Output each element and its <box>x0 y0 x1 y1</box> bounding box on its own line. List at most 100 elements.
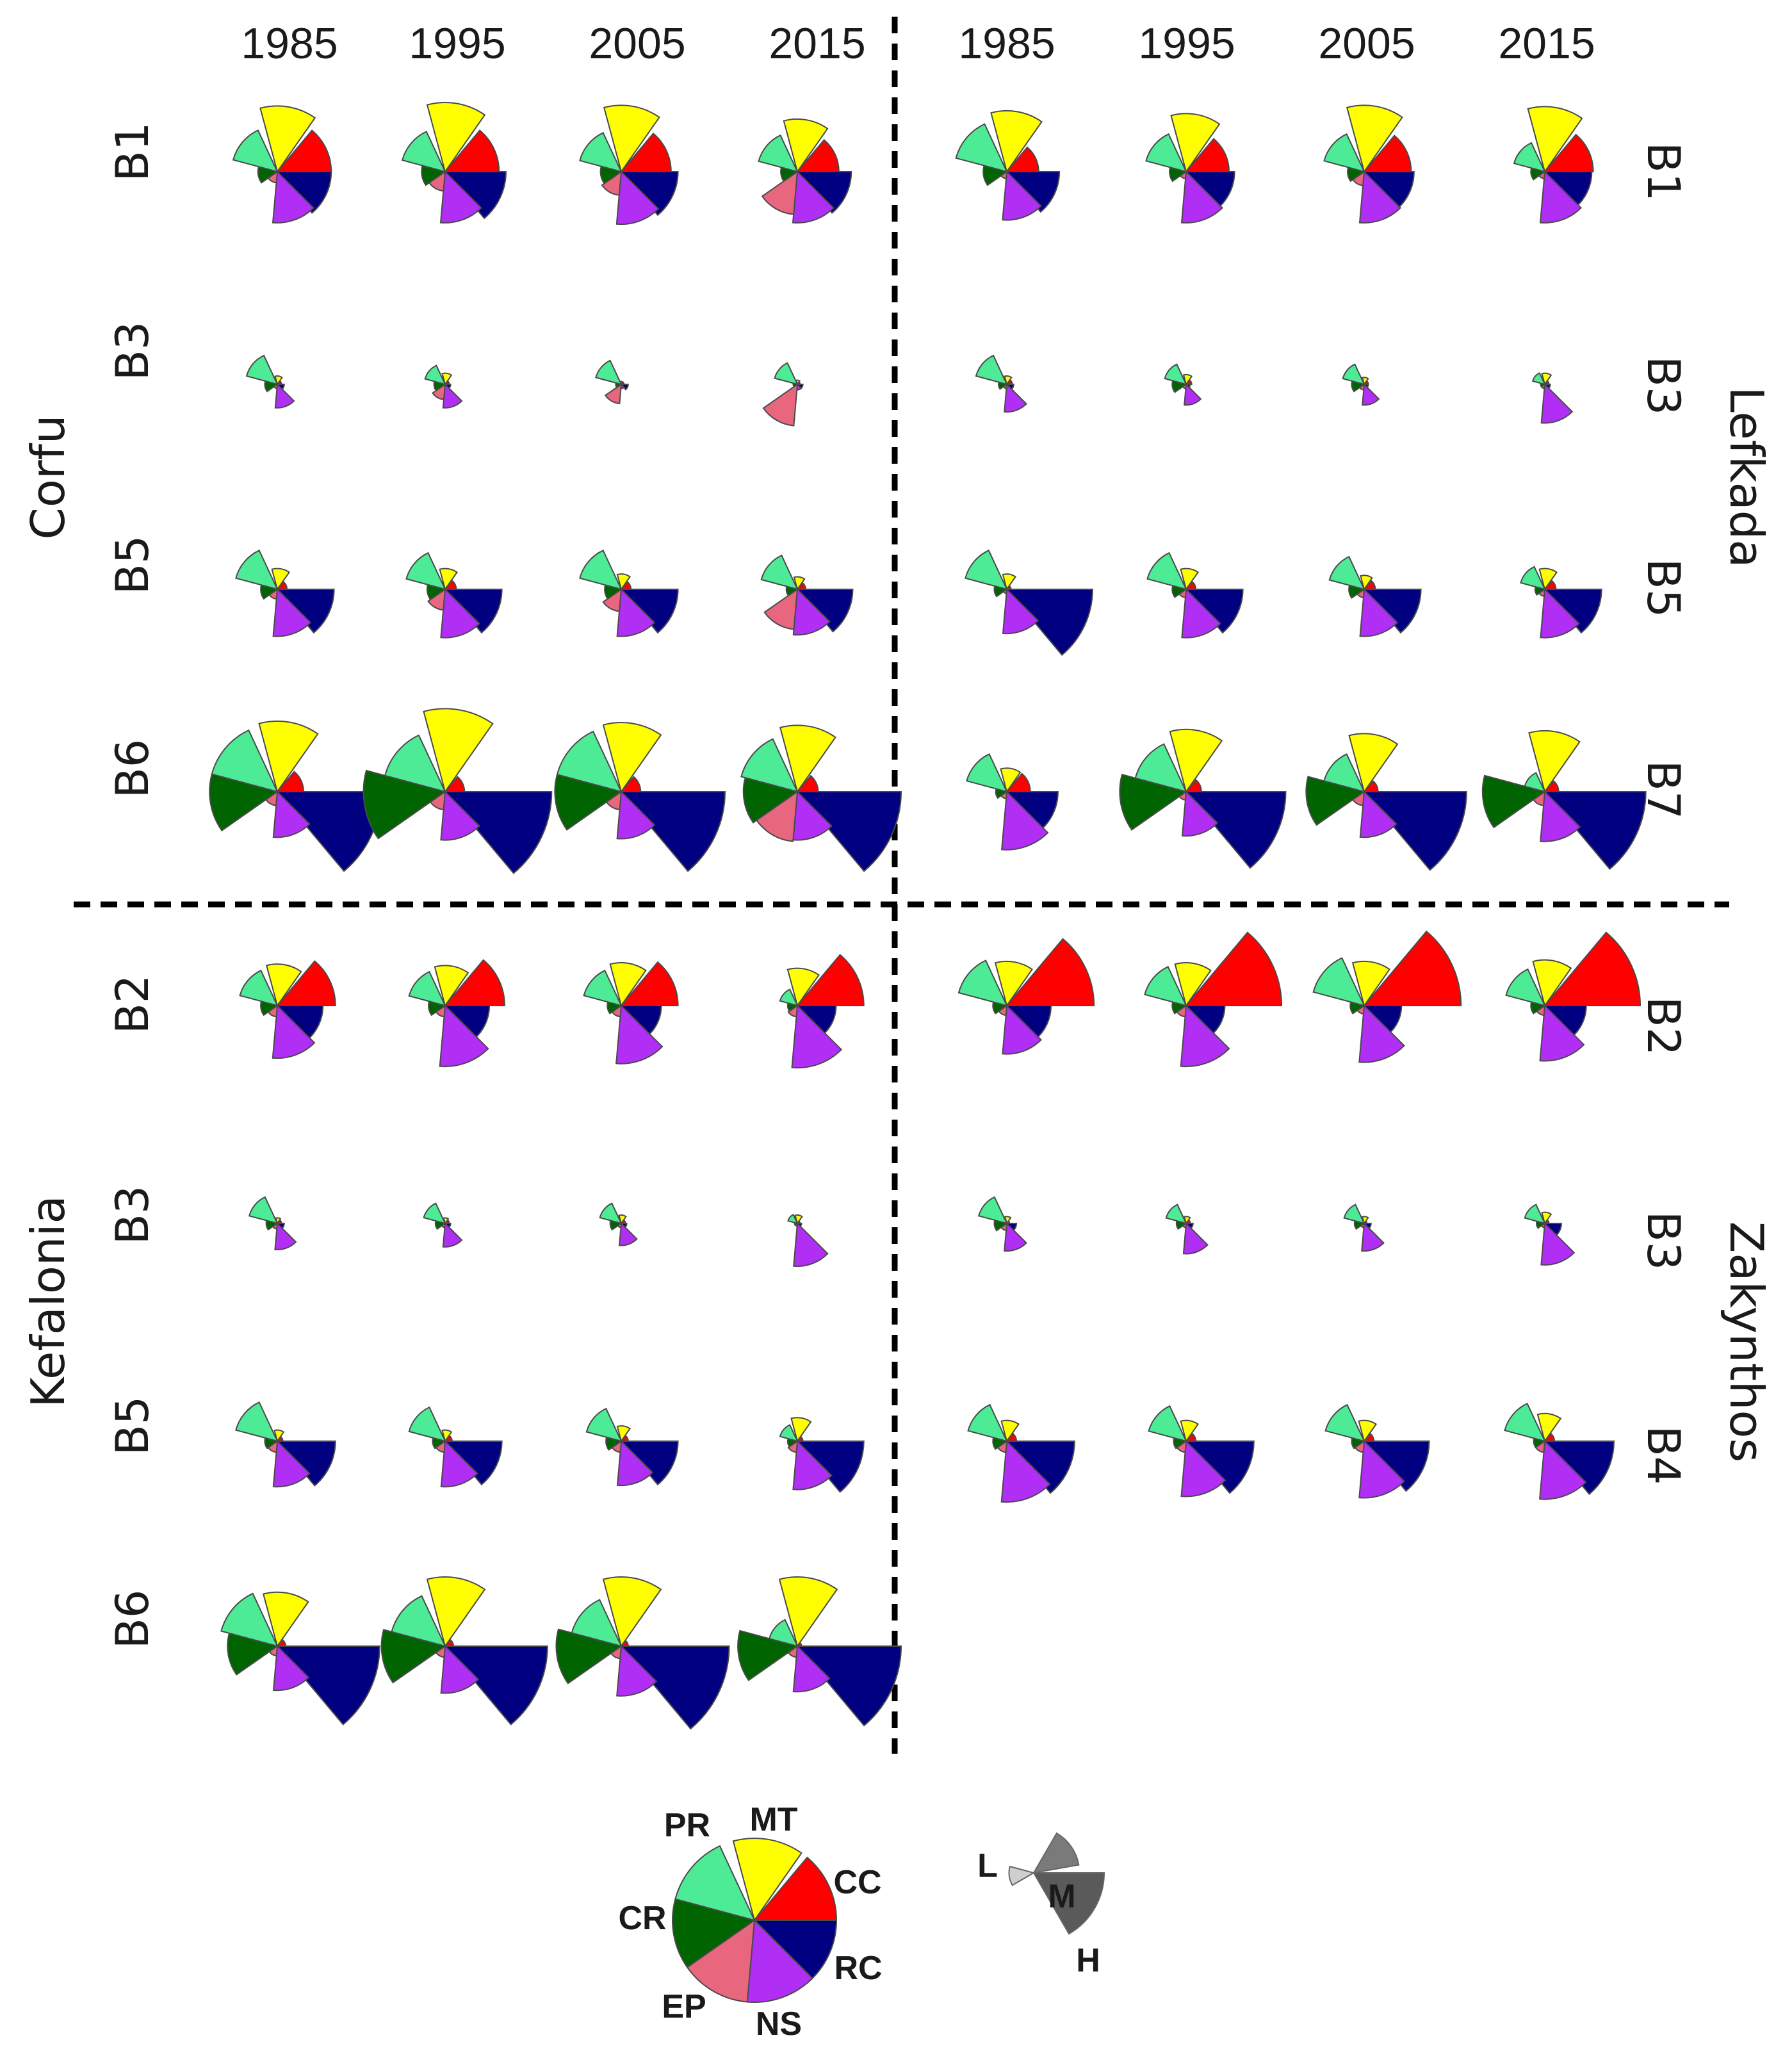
category-legend: MT CC RC NS EP CR PR <box>618 1801 882 2043</box>
petal-pr <box>760 554 799 591</box>
petal-mt <box>265 963 302 1008</box>
petal-mt <box>271 567 290 591</box>
petal-ep <box>755 790 799 842</box>
rose-lefkada-b1-2005 <box>1323 104 1415 224</box>
petal-pr <box>1312 957 1365 1007</box>
size-legend-wedges <box>1008 1832 1105 1935</box>
rose-corfu-b3-1985 <box>245 354 295 409</box>
petal-cc <box>275 960 336 1006</box>
petal-rc <box>619 589 679 634</box>
rose-kefalonia-b3-1995 <box>423 1202 463 1248</box>
petal-pr <box>408 970 446 1007</box>
petal-pr <box>967 1403 1008 1442</box>
petal-mt <box>423 708 494 794</box>
rose-lefkada-b3-2015 <box>1531 372 1574 424</box>
petal-mt <box>793 576 806 591</box>
petal-cr <box>554 773 623 831</box>
rose-corfu-b6-1995 <box>362 708 553 874</box>
petal-pr <box>758 134 799 173</box>
petal-cr <box>380 1629 447 1684</box>
petal-ns <box>1001 790 1049 851</box>
petal-mt <box>1528 730 1581 794</box>
petal-ns <box>274 1221 297 1251</box>
petal-rc <box>1543 1441 1615 1496</box>
petal-ns <box>442 382 463 409</box>
petal-ns <box>1539 170 1582 224</box>
petal-ns <box>1539 1004 1585 1062</box>
rose-kefalonia-b6-1985 <box>220 1591 380 1726</box>
petal-rc <box>1362 1441 1430 1492</box>
row-label-lefkada-b1: B1 <box>1637 142 1690 202</box>
petal-mt <box>1180 567 1199 591</box>
petal-mt <box>1000 767 1022 794</box>
petal-mt <box>1541 1211 1552 1225</box>
rose-lefkada-b3-1995 <box>1164 363 1202 406</box>
petal-cc <box>1543 133 1594 172</box>
year-header-right-1985: 1985 <box>958 19 1055 68</box>
petal-ns <box>1540 382 1574 424</box>
size-legend: L M H <box>977 1832 1105 1979</box>
petal-rc <box>1184 1441 1255 1494</box>
petal-mt <box>1527 106 1583 174</box>
island-label-corfu: Corfu <box>21 415 75 540</box>
petal-pr <box>957 959 1008 1007</box>
petal-ns <box>1002 587 1039 635</box>
petal-rc <box>795 1441 865 1493</box>
petal-cr <box>209 773 279 832</box>
island-label-lefkada: Lefkada <box>1720 387 1773 568</box>
petal-pr <box>1505 968 1546 1007</box>
petal-pr <box>235 549 279 591</box>
petal-pr <box>423 1202 446 1225</box>
petal-mt <box>616 1425 631 1443</box>
rose-corfu-b6-1985 <box>209 720 382 872</box>
petal-mt <box>994 960 1033 1008</box>
petal-ns <box>615 170 660 225</box>
petal-pr <box>768 1619 799 1647</box>
rose-corfu-b1-2015 <box>758 118 852 224</box>
petal-mt <box>1358 1419 1377 1443</box>
rose-zakynthos-b2-1985 <box>957 938 1095 1055</box>
petal-mt <box>1348 733 1399 794</box>
petal-cc <box>619 961 679 1006</box>
petal-ns <box>1539 1439 1587 1500</box>
rose-corfu-b5-2015 <box>760 554 854 636</box>
petal-rc <box>1184 589 1244 634</box>
petal-pr <box>391 1595 446 1647</box>
petal-cc <box>1184 138 1230 172</box>
petal-pr <box>787 1213 799 1225</box>
island-label-kefalonia: Kefalonia <box>21 1195 75 1407</box>
year-header-left-2005: 2005 <box>589 19 685 68</box>
petal-mt <box>1174 962 1212 1008</box>
petal-pr <box>779 1424 799 1442</box>
rose-lefkada-b3-1985 <box>975 354 1027 413</box>
rose-zakynthos-b4-2015 <box>1504 1402 1615 1500</box>
petal-pr <box>1328 555 1365 591</box>
petal-cc <box>795 954 865 1006</box>
rose-kefalonia-b2-1985 <box>239 960 336 1059</box>
rose-lefkada-b1-2015 <box>1513 106 1594 224</box>
petal-mt <box>603 104 660 174</box>
petal-mt <box>1170 113 1221 174</box>
rose-corfu-b6-2015 <box>740 724 902 872</box>
rose-zakynthos-b4-1985 <box>967 1403 1075 1503</box>
petal-pr <box>248 1196 279 1225</box>
petal-mt <box>602 722 662 794</box>
petal-pr <box>579 549 623 591</box>
petal-ns <box>274 382 295 409</box>
year-header-left-1985: 1985 <box>241 19 338 68</box>
petal-pr <box>556 730 623 793</box>
year-header-right-2005: 2005 <box>1318 19 1415 68</box>
size-legend-label-h: H <box>1076 1942 1100 1979</box>
rose-zakynthos-b3-1985 <box>977 1196 1027 1252</box>
petal-pr <box>401 131 446 173</box>
legend-sector-cr <box>672 1898 756 1968</box>
petal-cc <box>1543 931 1641 1006</box>
petal-mt <box>1538 567 1558 591</box>
petal-ns <box>272 1004 316 1059</box>
petal-rc <box>1362 589 1422 634</box>
rose-lefkada-b7-2015 <box>1481 730 1647 870</box>
petal-ns <box>1358 1439 1406 1499</box>
petal-mt <box>441 372 453 386</box>
petal-pr <box>595 359 623 386</box>
row-label-corfu-b5: B5 <box>106 535 159 595</box>
